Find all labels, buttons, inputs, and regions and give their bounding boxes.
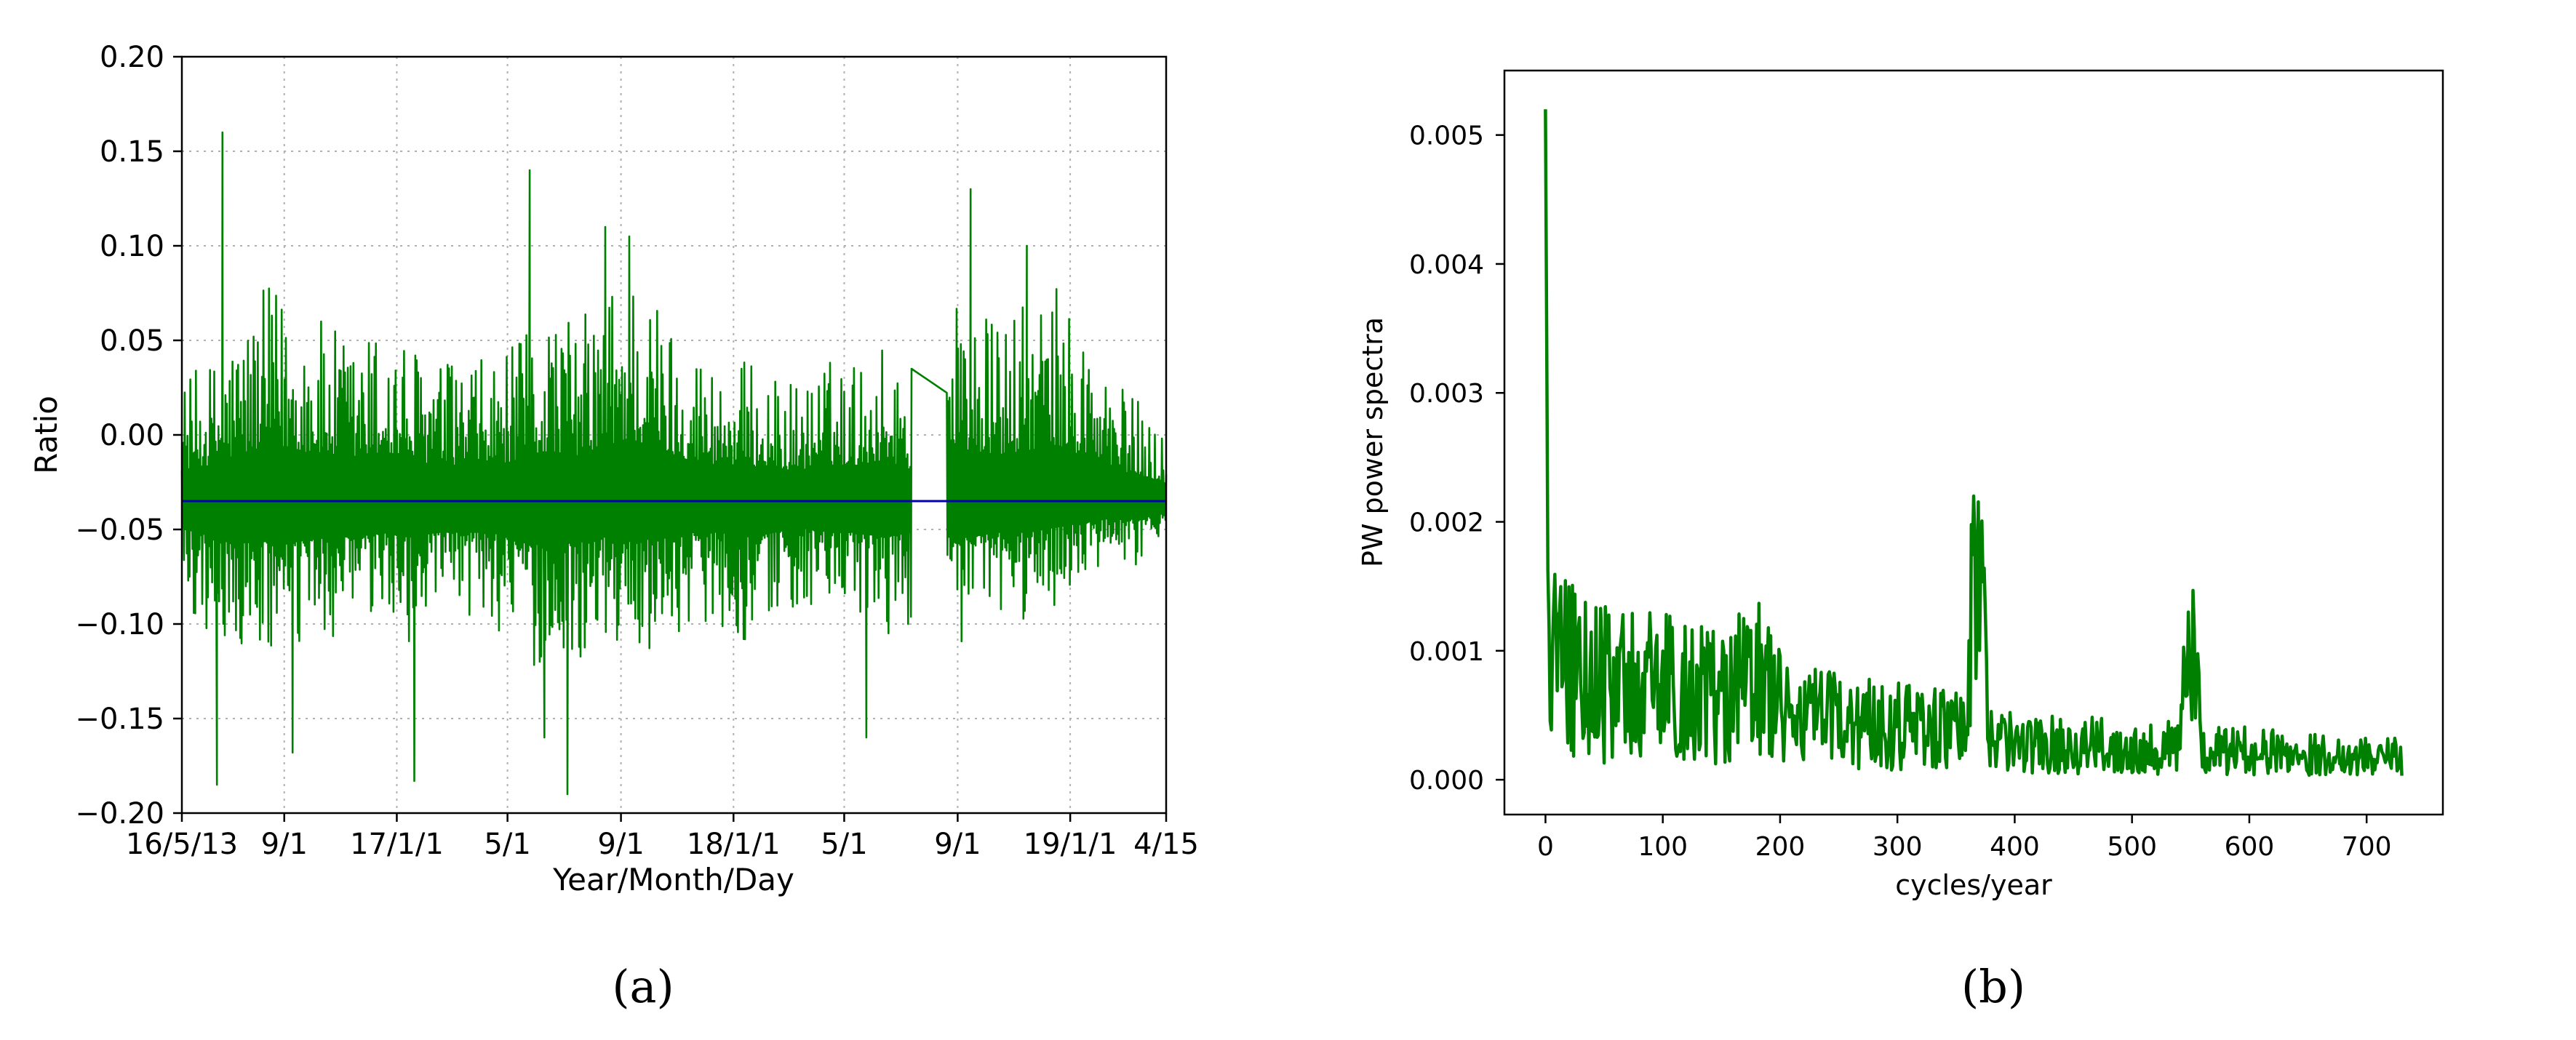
chart-a-ytick-label: 0.10 (100, 230, 164, 263)
chart-a-ytick-label: 0.15 (100, 135, 164, 169)
chart-b-axis-ticks: 0.000 0.001 0.002 0.003 0.004 0.005 0 100 200 300… (1409, 121, 2392, 862)
chart-a-xlabel: Year/Month/Day (552, 862, 794, 897)
chart-a-xtick-label: 16/5/13 (126, 828, 238, 861)
chart-a-xtick-label: 19/1/1 (1024, 828, 1117, 861)
chart-b-xtick-label: 500 (2107, 832, 2157, 862)
chart-b-xtick-label: 300 (1873, 832, 1923, 862)
chart-b-spectrum-series (1544, 109, 2404, 777)
chart-a-xtick-label: 9/1 (934, 828, 981, 861)
chart-a-ytick-label: 0.00 (100, 419, 164, 452)
chart-a-ytick-label: −0.15 (75, 703, 164, 736)
chart-b: 0.000 0.001 0.002 0.003 0.004 0.005 0 100 200 300… (1357, 69, 2444, 1013)
chart-a: −0.20 −0.15 −0.10 −0.05 0.00 0.05 0.10 0.15 0.20… (28, 41, 1199, 1013)
chart-b-xlabel: cycles/year (1895, 869, 2052, 901)
chart-a-ytick-label: 0.20 (100, 41, 164, 74)
chart-a-xtick-label: 9/1 (597, 828, 644, 861)
chart-b-ytick-label: 0.000 (1409, 766, 1484, 796)
chart-a-xtick-label: 18/1/1 (687, 828, 781, 861)
chart-b-ylabel: PW power spectra (1357, 317, 1389, 567)
chart-a-ytick-label: 0.05 (100, 324, 164, 358)
chart-b-series (1544, 109, 2404, 777)
chart-a-ratio-series (180, 131, 1168, 796)
chart-b-xtick-label: 200 (1755, 832, 1806, 862)
chart-a-xtick-label: 5/1 (484, 828, 530, 861)
chart-b-ytick-label: 0.005 (1409, 121, 1484, 151)
chart-a-xtick-label: 4/15 (1133, 828, 1199, 861)
chart-b-xtick-label: 0 (1537, 832, 1554, 862)
chart-b-ytick-label: 0.003 (1409, 379, 1484, 409)
chart-a-ytick-label: −0.10 (75, 608, 164, 641)
chart-b-xtick-label: 100 (1638, 832, 1688, 862)
chart-b-xtick-label: 400 (1990, 832, 2040, 862)
chart-b-ytick-label: 0.002 (1409, 508, 1484, 538)
chart-b-xtick-label: 600 (2225, 832, 2275, 862)
chart-b-ytick-label: 0.004 (1409, 250, 1484, 280)
chart-a-series (180, 131, 1168, 796)
chart-b-plot-frame (1503, 69, 2444, 816)
chart-a-axis-ticks: −0.20 −0.15 −0.10 −0.05 0.00 0.05 0.10 0.15 0.20… (75, 41, 1198, 861)
chart-a-ytick-label: −0.05 (75, 513, 164, 547)
chart-a-xtick-label: 5/1 (821, 828, 867, 861)
panel-b-label: (b) (1961, 960, 2025, 1013)
chart-b-xtick-label: 700 (2342, 832, 2392, 862)
chart-b-ytick-label: 0.001 (1409, 637, 1484, 667)
panel-a-label: (a) (612, 960, 674, 1013)
chart-a-ytick-label: −0.20 (75, 797, 164, 831)
chart-a-xtick-label: 9/1 (261, 828, 308, 861)
chart-a-xtick-label: 17/1/1 (350, 828, 444, 861)
chart-a-ylabel: Ratio (28, 396, 64, 474)
